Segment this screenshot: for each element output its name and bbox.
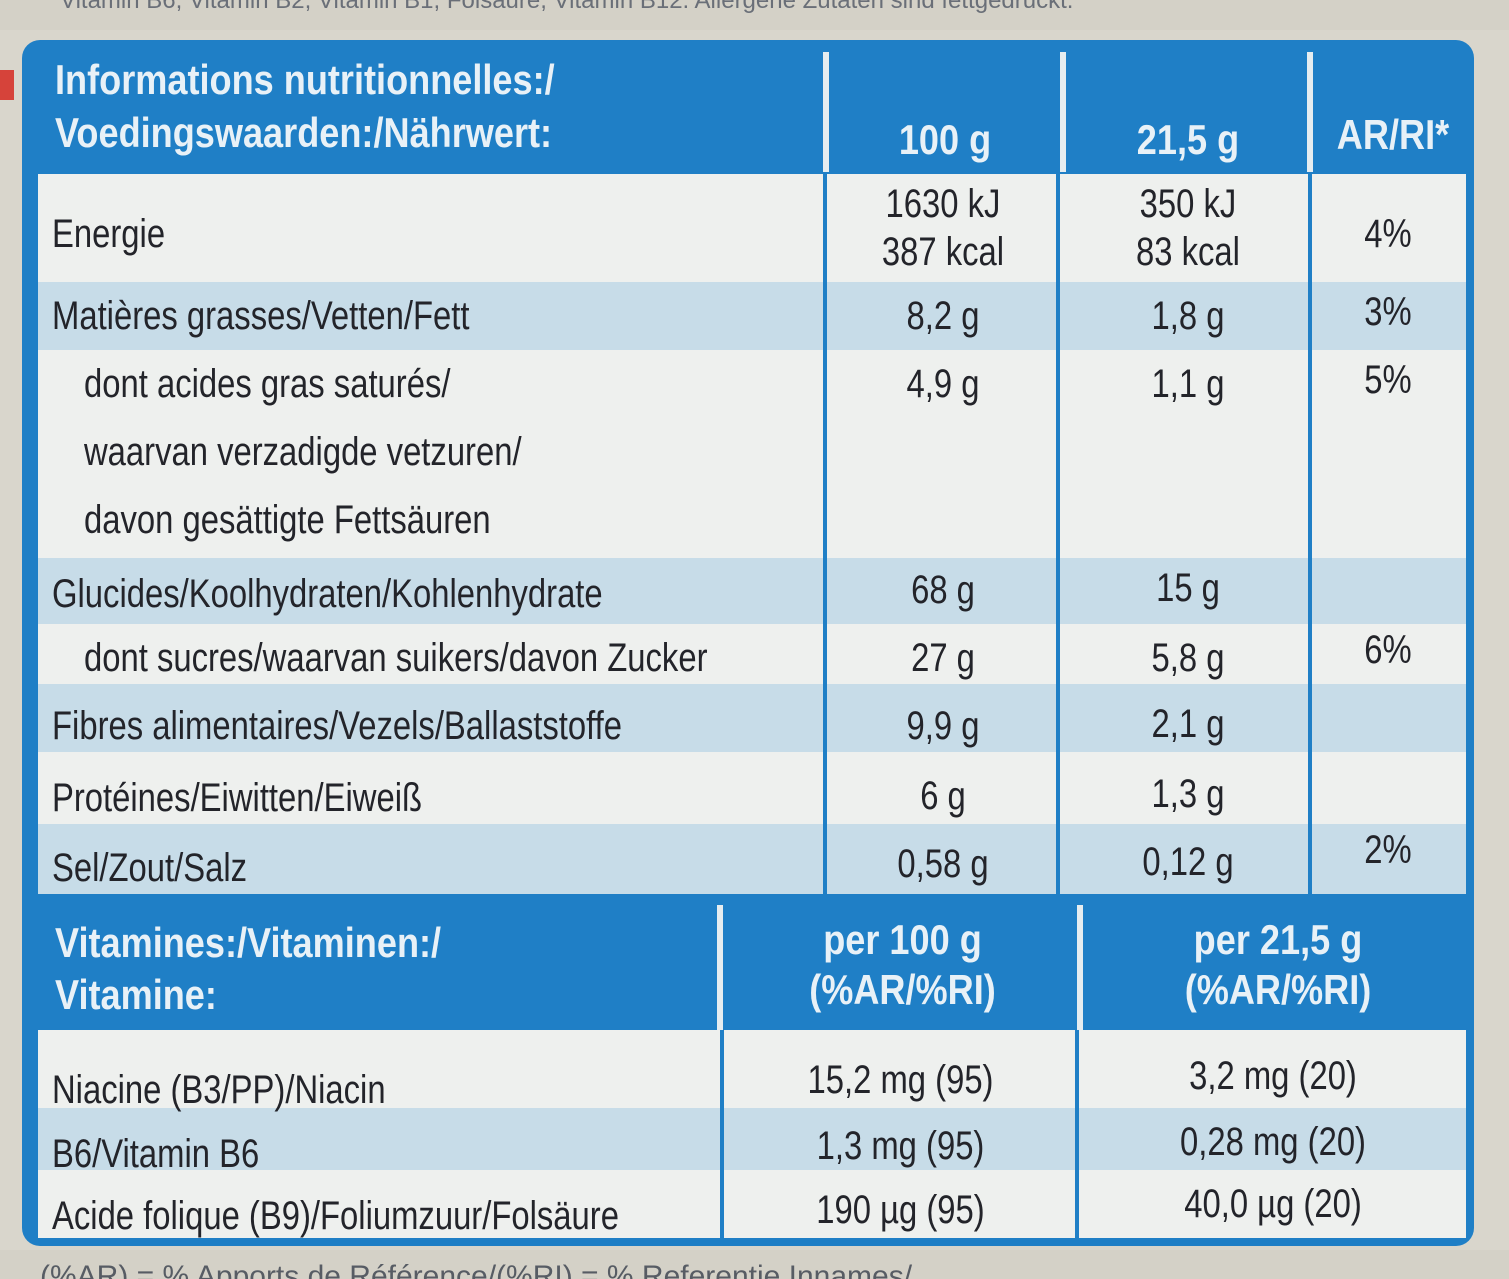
salt-portion: 0,12 g: [1142, 840, 1234, 884]
row-label-vitamin-b6: B6/Vitamin B6: [52, 1132, 260, 1176]
top-ingredients-text: Vitamin B6, Vitamin B2, Vitamin B1, Fols…: [0, 0, 1509, 30]
carbohydrates-portion: 15 g: [1156, 566, 1220, 610]
column-header-ri: AR/RI*: [1336, 111, 1450, 158]
row-label-protein: Protéines/Eiwitten/Eiweiß: [52, 776, 423, 820]
vitamin-b6-100g: 1,3 mg (95): [816, 1124, 985, 1168]
table-row-shade: [38, 824, 1466, 894]
table-row-shade: [38, 558, 1466, 624]
saturated-ri: 5%: [1364, 358, 1412, 402]
nutrition-title-line2: Voedingswaarden:/Nährwert:: [55, 109, 553, 156]
bottom-footnote-text: (%AR) = % Apports de Référence/(%RI) = %…: [0, 1250, 1509, 1279]
column-divider: [1075, 1030, 1079, 1238]
row-label-saturated-line2: waarvan verzadigde vetzuren/: [84, 430, 522, 474]
header-divider: [1307, 52, 1313, 172]
energy-portion-kcal: 83 kcal: [1136, 230, 1240, 274]
row-label-fibre: Fibres alimentaires/Vezels/Ballaststoffe: [52, 704, 623, 748]
folic-acid-100g: 190 µg (95): [816, 1188, 985, 1232]
niacin-100g: 15,2 mg (95): [807, 1058, 994, 1102]
energy-100g-kj: 1630 kJ: [885, 182, 1001, 226]
vitamin-b6-portion: 0,28 mg (20): [1180, 1120, 1366, 1164]
row-label-sugars: dont sucres/waarvan suikers/davon Zucker: [84, 636, 708, 680]
fibre-portion: 2,1 g: [1151, 702, 1225, 746]
nutrition-title-line1: Informations nutritionnelles:/: [55, 56, 555, 103]
vitamins-title-line1: Vitamines:/Vitaminen:/: [55, 919, 442, 966]
fat-portion: 1,8 g: [1151, 294, 1225, 338]
row-label-folic-acid: Acide folique (B9)/Foliumzuur/Folsäure: [52, 1194, 619, 1238]
fibre-100g: 9,9 g: [906, 704, 980, 748]
fat-100g: 8,2 g: [906, 294, 980, 338]
sugars-ri: 6%: [1364, 628, 1412, 672]
header-divider: [1077, 905, 1083, 1030]
fat-ri: 3%: [1364, 290, 1412, 334]
table-row-shade: [38, 684, 1466, 752]
vitamins-table: Niacine (B3/PP)/Niacin 15,2 mg (95) 3,2 …: [38, 1030, 1466, 1238]
vitamins-column-100g-line1: per 100 g: [823, 916, 982, 963]
energy-portion-kj: 350 kJ: [1139, 182, 1237, 226]
sugars-100g: 27 g: [911, 636, 975, 680]
carbohydrates-100g: 68 g: [911, 568, 975, 612]
row-label-salt: Sel/Zout/Salz: [52, 846, 248, 890]
row-label-energy: Energie: [52, 212, 166, 256]
column-divider: [823, 174, 827, 894]
energy-100g-kcal: 387 kcal: [881, 230, 1005, 274]
column-header-100g: 100 g: [898, 116, 992, 163]
column-divider: [1056, 174, 1060, 894]
column-header-portion: 21,5 g: [1136, 116, 1240, 163]
column-divider: [1308, 174, 1312, 894]
header-divider: [823, 52, 829, 172]
vitamins-column-portion-line1: per 21,5 g: [1193, 916, 1363, 963]
table-row-shade: [38, 282, 1466, 350]
vitamins-column-portion-line2: (%AR/%RI): [1184, 966, 1372, 1013]
column-divider: [720, 1030, 724, 1238]
salt-100g: 0,58 g: [897, 842, 989, 886]
nutrition-table: Energie 1630 kJ 387 kcal 350 kJ 83 kcal …: [38, 174, 1466, 894]
row-label-fat: Matières grasses/Vetten/Fett: [52, 294, 470, 338]
folic-acid-portion: 40,0 µg (20): [1184, 1182, 1362, 1226]
saturated-portion: 1,1 g: [1151, 362, 1225, 406]
red-edge-mark: [0, 70, 14, 100]
header-divider: [717, 905, 723, 1030]
row-label-niacin: Niacine (B3/PP)/Niacin: [52, 1068, 386, 1112]
vitamins-title-line2: Vitamine:: [55, 971, 217, 1018]
protein-portion: 1,3 g: [1151, 772, 1225, 816]
table-row-shade: [38, 1108, 1466, 1170]
vitamins-column-100g-line2: (%AR/%RI): [809, 966, 996, 1013]
niacin-portion: 3,2 mg (20): [1189, 1054, 1357, 1098]
energy-ri: 4%: [1364, 212, 1412, 256]
protein-100g: 6 g: [920, 774, 966, 818]
row-label-carbohydrates: Glucides/Koolhydraten/Kohlenhydrate: [52, 572, 603, 616]
row-label-saturated-line3: davon gesättigte Fettsäuren: [84, 498, 491, 542]
row-label-saturated-line1: dont acides gras saturés/: [84, 362, 451, 406]
sugars-portion: 5,8 g: [1151, 636, 1225, 680]
header-divider: [1060, 52, 1066, 172]
salt-ri: 2%: [1364, 828, 1412, 872]
saturated-100g: 4,9 g: [906, 362, 980, 406]
